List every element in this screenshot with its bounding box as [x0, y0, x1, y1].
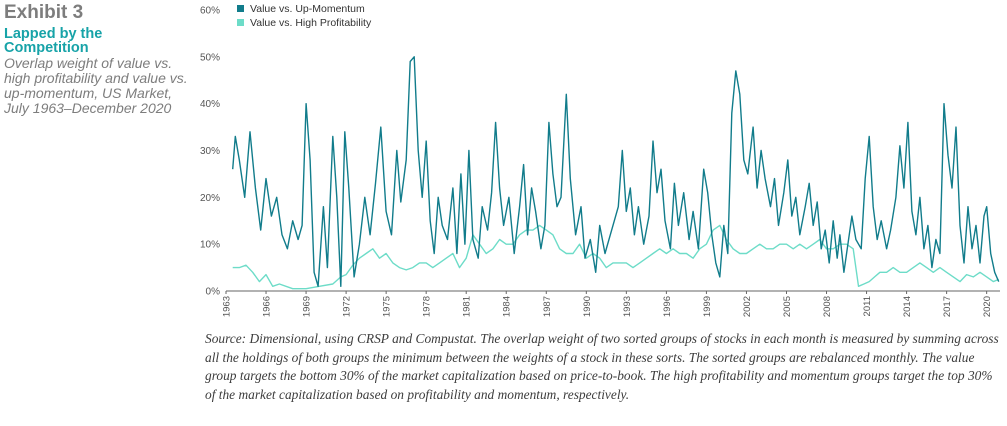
y-tick-label: 20%	[200, 193, 220, 204]
overlap-weight-line-chart: 0% 10% 20% 30% 40% 50% 60% 1963 1966 1969 1972 1975…	[200, 3, 1000, 317]
exhibit-label: Exhibit 3	[4, 2, 84, 23]
x-tick-label: 1981	[462, 296, 473, 317]
y-tick-label: 60%	[200, 6, 220, 17]
x-tick-label: 2008	[822, 296, 833, 317]
x-tick-label: 1975	[382, 296, 393, 317]
x-tick-label: 2011	[862, 296, 873, 316]
x-tick-label: 1966	[262, 296, 273, 317]
x-tick-label: 1987	[542, 296, 553, 317]
x-tick-label: 1963	[222, 296, 233, 317]
x-tick-label: 2014	[902, 296, 913, 317]
x-tick-label: 1996	[662, 296, 673, 317]
x-tick-label: 2002	[742, 296, 753, 317]
legend-label-up-momentum: Value vs. Up-Momentum	[250, 3, 365, 15]
y-tick-label: 10%	[200, 240, 220, 251]
series-line-value-vs-up-momentum	[232, 56, 1000, 287]
x-tick-label: 1999	[702, 296, 713, 317]
y-tick-label: 30%	[200, 146, 220, 157]
source-note: Source: Dimensional, using CRSP and Comp…	[205, 331, 999, 402]
legend-swatch-high-profitability	[237, 19, 244, 26]
x-tick-label: 2020	[982, 296, 993, 317]
x-tick-label: 1984	[502, 296, 513, 317]
x-tick-label: 1969	[302, 296, 313, 317]
x-tick-label: 1978	[422, 296, 433, 317]
legend-label-high-profitability: Value vs. High Profitability	[250, 17, 372, 29]
x-tick-label: 2005	[782, 296, 793, 317]
exhibit-description: Overlap weight of value vs. high profita…	[4, 55, 188, 116]
series-line-value-vs-high-profitability	[232, 224, 999, 290]
y-tick-label: 40%	[200, 99, 220, 110]
x-tick-label: 2017	[942, 296, 953, 317]
x-tick-label: 1972	[342, 296, 353, 317]
x-tick-label: 1993	[622, 296, 633, 317]
y-tick-label: 50%	[200, 52, 220, 63]
exhibit-subtitle: Lapped by the Competition	[4, 26, 103, 56]
x-tick-label: 1990	[582, 296, 593, 317]
title-block: Exhibit 3 Lapped by the Competition Over…	[4, 2, 189, 116]
legend-swatch-up-momentum	[237, 5, 244, 12]
y-tick-label: 0%	[206, 287, 221, 298]
